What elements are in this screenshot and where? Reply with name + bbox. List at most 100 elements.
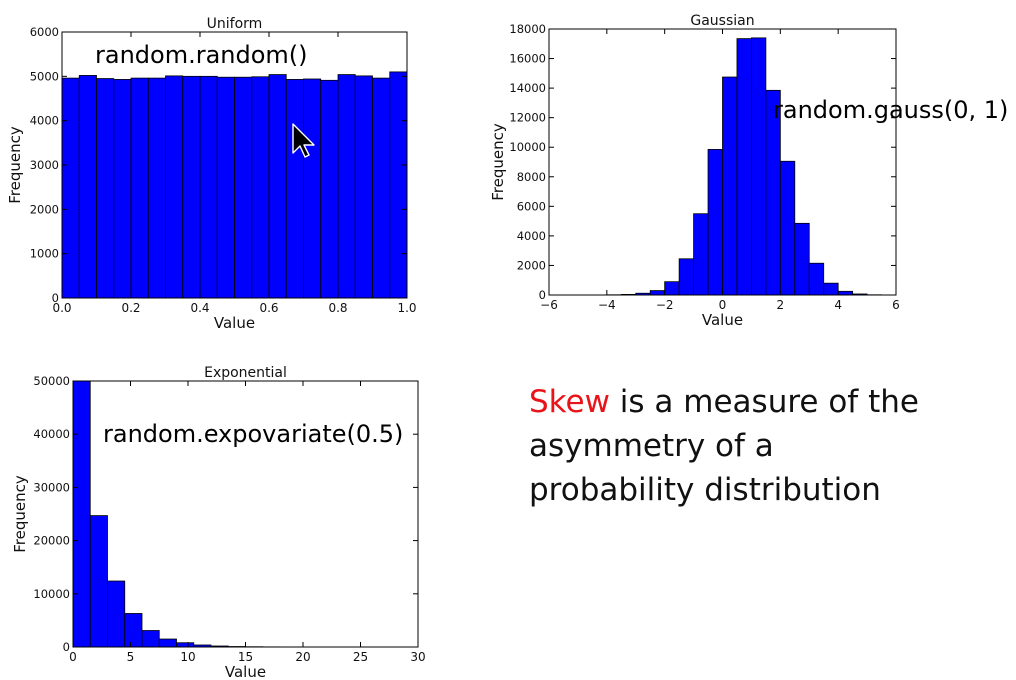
x-tick-label: 25 [353, 650, 368, 664]
x-tick-label: 5 [127, 650, 135, 664]
y-tick-label: 1000 [30, 247, 59, 261]
x-tick-label: −4 [598, 298, 616, 312]
histogram-bar [707, 149, 723, 296]
y-tick-label: 4000 [30, 114, 59, 128]
bars [577, 37, 897, 296]
histogram-bar [794, 222, 810, 296]
y-axis-label: Frequency [6, 126, 24, 204]
histogram-bar [808, 262, 825, 296]
histogram-bar [113, 79, 132, 299]
histogram-bar [779, 160, 796, 296]
histogram-bar [72, 380, 91, 648]
y-tick-label: 4000 [517, 229, 546, 243]
histogram-bar [320, 79, 339, 299]
chart-title: Gaussian [690, 13, 754, 29]
histogram-bar [182, 75, 201, 299]
x-tick-label: 0.8 [328, 301, 347, 315]
y-axis-label: Frequency [489, 123, 507, 201]
histogram-bar [78, 75, 97, 299]
x-axis-label: Value [214, 314, 255, 332]
histogram-bar [693, 213, 709, 296]
histogram-bar [234, 76, 253, 299]
x-axis-label: Value [225, 663, 266, 680]
histogram-bar [124, 613, 143, 648]
histogram-bar [96, 78, 115, 299]
y-tick-label: 0 [539, 288, 546, 302]
histogram-bar [130, 77, 149, 299]
histogram-bar [216, 76, 235, 299]
skew-line-1: Skew is a measure of the [529, 380, 999, 424]
skew-line-1-rest: is a measure of the [609, 384, 919, 420]
x-tick-label: 6 [892, 298, 900, 312]
histogram-bar [199, 75, 218, 299]
histogram-bar [176, 642, 195, 648]
function-annotation: random.random() [95, 41, 308, 69]
x-tick-label: 0.6 [259, 301, 278, 315]
x-tick-label: 0 [719, 298, 727, 312]
histogram-bar [664, 281, 680, 296]
x-tick-label: 0 [69, 650, 77, 664]
x-tick-label: 0.4 [190, 301, 209, 315]
histogram-bar [751, 37, 767, 296]
chart-uniform: 0.0 0.2 0.4 0.6 0.8 1.0 0 1000 2000 3000 4000 5000 6… [6, 16, 417, 332]
histogram-bar [736, 38, 752, 296]
y-tick-label: 6000 [30, 25, 59, 39]
function-annotation: random.gauss(0, 1) [773, 96, 1008, 124]
y-tick-label: 10000 [509, 140, 546, 154]
chart-title: Exponential [204, 365, 287, 381]
histogram-bar [89, 515, 108, 648]
histogram-bar [649, 290, 666, 296]
x-tick-label: 1.0 [397, 301, 416, 315]
histogram-bar [678, 258, 694, 296]
y-tick-label: 20000 [33, 534, 70, 548]
histogram-bar [337, 74, 356, 299]
chart-title: Uniform [207, 16, 263, 32]
y-tick-label: 14000 [509, 81, 546, 95]
x-tick-label: 2 [777, 298, 785, 312]
histogram-bar [61, 77, 80, 299]
x-axis-label: Value [702, 311, 743, 329]
y-tick-label: 18000 [509, 22, 546, 36]
x-tick-label: 20 [295, 650, 310, 664]
y-tick-label: 40000 [33, 427, 70, 441]
histogram-bar [303, 78, 322, 299]
arrow-pointer-icon [292, 123, 315, 158]
x-tick-label: 15 [238, 650, 253, 664]
function-annotation: random.expovariate(0.5) [103, 420, 403, 448]
y-tick-label: 50000 [33, 374, 70, 388]
histogram-bar [722, 76, 738, 296]
histogram-bar [837, 290, 854, 296]
skew-line-3: probability distribution [529, 472, 881, 508]
x-tick-label: −2 [656, 298, 674, 312]
histogram-bar [147, 77, 166, 299]
histogram-bar [354, 75, 373, 299]
y-tick-label: 3000 [30, 158, 59, 172]
y-tick-label: 12000 [509, 111, 546, 125]
x-tick-label: 0.0 [52, 301, 71, 315]
x-tick-label: −6 [540, 298, 558, 312]
y-tick-label: 8000 [517, 170, 546, 184]
skew-definition: Skew is a measure of the asymmetry of a … [529, 380, 999, 512]
y-tick-label: 30000 [33, 480, 70, 494]
histogram-bar [141, 630, 160, 648]
chart-gaussian: −6 −4 −2 0 2 4 6 0 2000 4000 6000 8000 10000 12000 140… [489, 13, 1008, 329]
y-tick-label: 0 [52, 291, 59, 305]
y-tick-label: 6000 [517, 199, 546, 213]
histogram-bar [823, 282, 839, 296]
histogram-bar [268, 74, 287, 299]
histogram-bar [372, 77, 391, 299]
y-tick-label: 5000 [30, 69, 59, 83]
histogram-bar [165, 75, 184, 299]
y-tick-label: 2000 [30, 202, 59, 216]
histogram-bar [285, 79, 304, 299]
chart-exponential: 0 5 10 15 20 25 30 0 10000 20000 30000 40000 50000 Ex… [11, 365, 426, 680]
y-tick-label: 10000 [33, 587, 70, 601]
histogram-bar [251, 76, 270, 299]
bars [61, 71, 408, 299]
skew-highlight: Skew [529, 384, 610, 420]
histogram-bar [107, 580, 126, 648]
y-tick-label: 2000 [517, 258, 546, 272]
x-tick-label: 10 [180, 650, 195, 664]
y-axis-label: Frequency [11, 475, 29, 553]
